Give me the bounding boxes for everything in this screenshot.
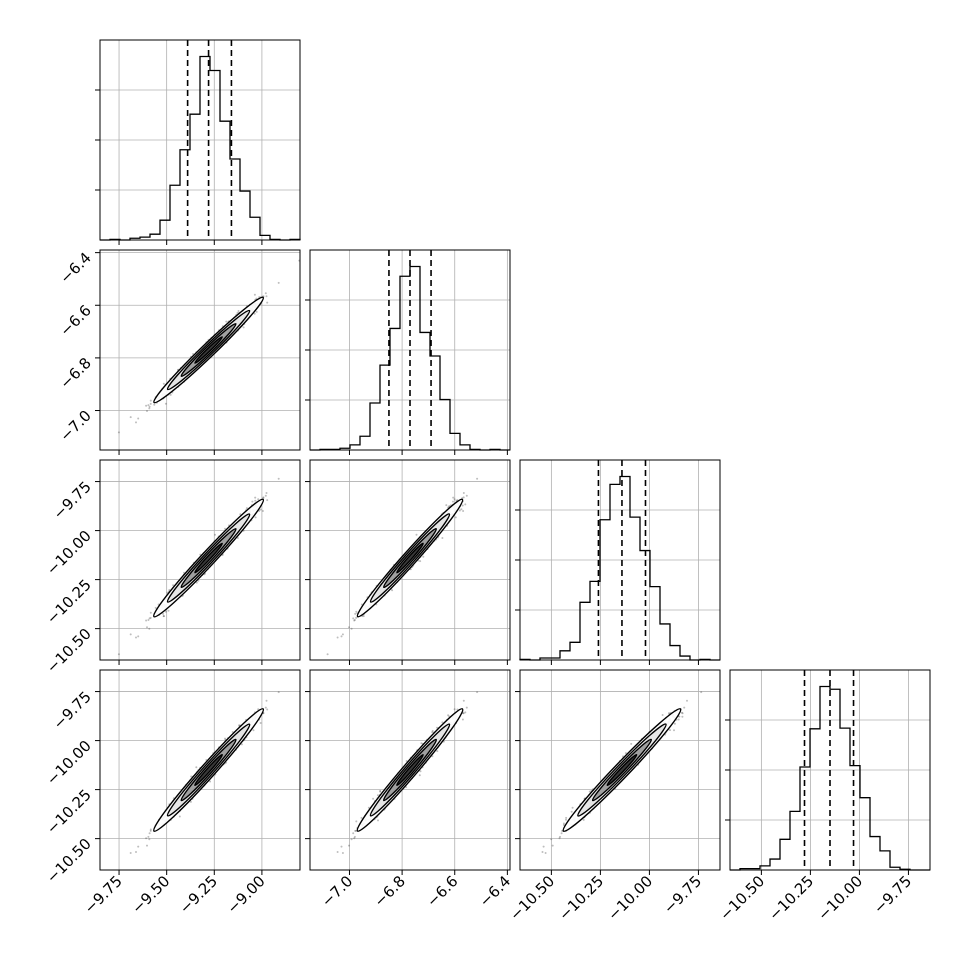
sample-point [253, 293, 256, 296]
sample-point [422, 555, 425, 558]
sample-point [355, 616, 358, 619]
sample-point [149, 399, 152, 402]
panel-0-2: −10.50−10.25−10.00−9.75 [43, 459, 301, 677]
sample-point [162, 382, 165, 385]
sample-point [419, 560, 422, 563]
ytick-label-2-0: −10.50 [43, 625, 95, 677]
sample-point [266, 301, 269, 304]
histogram-2 [519, 475, 720, 661]
sample-point [146, 626, 148, 629]
panel-0-0 [95, 39, 301, 245]
sample-point [146, 410, 148, 412]
panel-0-3: −9.75 −9.50 −9.25 −9.00−10.50−10.25−10.00−9… [43, 669, 301, 917]
sample-point [149, 402, 152, 405]
sample-point [362, 615, 365, 618]
sample-point [169, 393, 172, 396]
sample-point [153, 403, 156, 406]
sample-point [255, 310, 258, 313]
sample-point [462, 492, 465, 494]
sample-point [336, 636, 339, 639]
sample-point [265, 492, 268, 494]
sample-point [261, 510, 264, 512]
sample-point [348, 626, 350, 629]
sample-point [354, 612, 357, 615]
sample-point [277, 477, 280, 480]
sample-point [464, 503, 467, 506]
sample-point [415, 533, 418, 536]
sample-point [277, 281, 280, 284]
sample-point [462, 510, 465, 512]
sample-point [135, 421, 137, 424]
sample-point [149, 611, 152, 614]
sample-point [254, 499, 257, 502]
sample-point [147, 404, 150, 407]
sample-point [214, 533, 216, 536]
panel-1-1 [305, 249, 511, 455]
sample-point [340, 635, 343, 638]
sample-point [242, 326, 245, 329]
ytick-label-2-3: −9.75 [50, 478, 95, 523]
sample-point [452, 500, 454, 503]
sample-point [147, 619, 150, 621]
sample-point [148, 407, 151, 410]
sample-point [135, 636, 137, 639]
ytick-label-1-0: −7.0 [56, 407, 94, 445]
sample-point [148, 617, 151, 620]
sample-point [441, 537, 444, 539]
sample-point [137, 635, 140, 638]
sample-point [254, 516, 257, 519]
ytick-label-1-3: −6.4 [56, 249, 94, 287]
sample-point [445, 504, 448, 507]
sample-point [162, 615, 165, 618]
sample-point [167, 609, 170, 612]
sample-point [341, 633, 344, 636]
sample-point [148, 405, 151, 408]
sample-point [129, 633, 132, 636]
sample-point [117, 431, 120, 434]
sample-point [236, 311, 239, 314]
sample-point [251, 500, 254, 503]
sample-point [129, 416, 132, 419]
sample-point [353, 619, 356, 622]
sample-point [266, 499, 269, 502]
sample-point [148, 627, 151, 630]
sample-point [254, 496, 257, 499]
ytick-label-1-1: −6.8 [56, 354, 94, 392]
panel-1-2 [305, 459, 511, 665]
sample-point [145, 619, 148, 622]
sample-point [225, 320, 228, 323]
sample-point [454, 516, 457, 519]
sample-point [164, 402, 167, 405]
sample-point [453, 498, 456, 501]
sample-point [352, 617, 355, 620]
ytick-label-1-2: −6.6 [56, 301, 94, 339]
sample-point [265, 295, 268, 298]
sample-point [237, 310, 240, 312]
sample-point [461, 504, 464, 507]
sample-point [264, 292, 267, 295]
sample-point [264, 494, 267, 497]
sample-point [257, 498, 260, 501]
sample-point [154, 606, 157, 609]
sample-point [145, 404, 148, 407]
panel-2-2 [515, 459, 721, 665]
sample-point [458, 509, 461, 512]
sample-point [137, 417, 140, 420]
sample-point [255, 297, 258, 300]
sample-point [465, 494, 468, 497]
ytick-label-2-1: −10.25 [43, 576, 95, 628]
sample-point [253, 312, 256, 315]
histogram-0 [100, 55, 301, 241]
sample-point [476, 477, 479, 480]
sample-point [326, 653, 329, 656]
sample-point [117, 653, 120, 656]
sample-point [452, 496, 455, 499]
sample-point [164, 610, 167, 613]
ytick-label-2-2: −10.00 [43, 527, 95, 579]
sample-point [350, 627, 353, 630]
panel-0-1: −7.0 −6.8 −6.6 −6.4 [56, 249, 301, 455]
sample-point [162, 612, 165, 615]
